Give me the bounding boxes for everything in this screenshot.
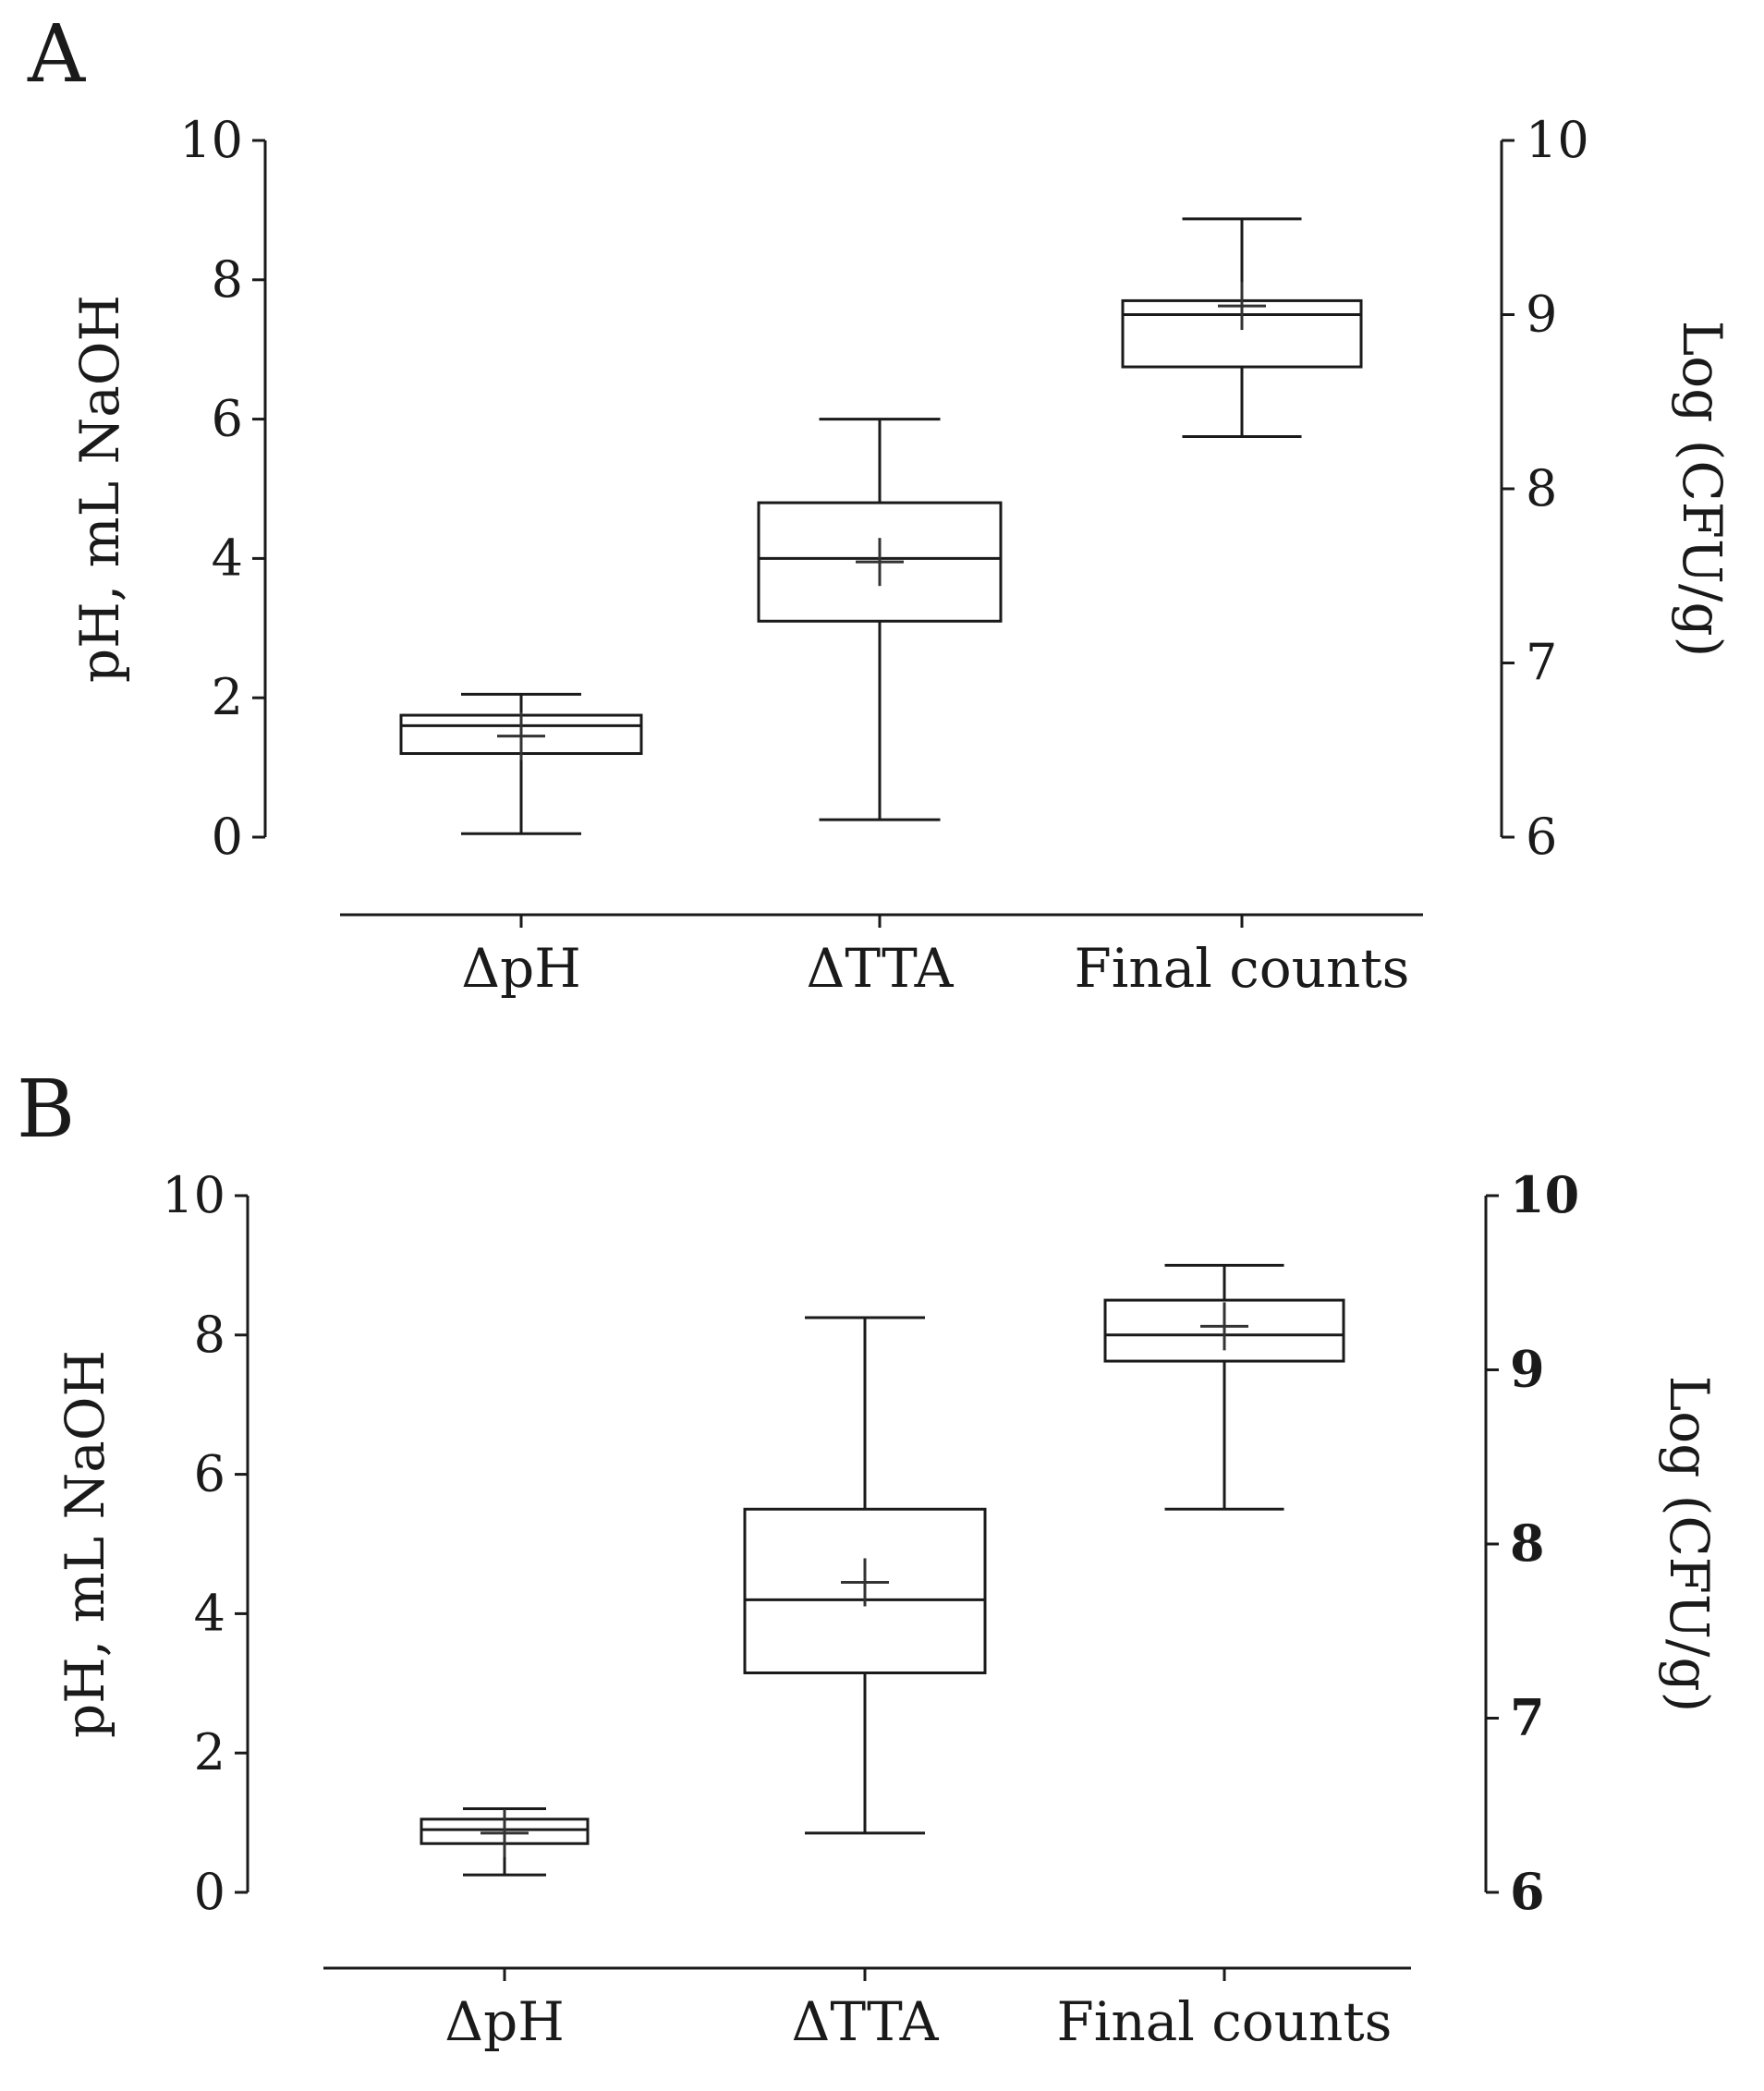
y2-axis-title: Log (CFU/g): [1658, 1376, 1721, 1712]
x-category-label: ΔpH: [444, 1990, 565, 2053]
x-category-label: Final counts: [1075, 937, 1410, 1000]
left-y-tick-label: 8: [212, 250, 243, 309]
right-y-tick-label: 7: [1526, 634, 1557, 692]
box-2: [757, 418, 1003, 821]
left-y-tick-label: 6: [194, 1445, 225, 1503]
left-y-tick-label: 2: [212, 668, 243, 726]
left-y-tick-label: 10: [179, 111, 243, 169]
right-y-tick-label: 6: [1526, 808, 1557, 866]
box-3: [1103, 1263, 1345, 1511]
left-y-tick-label: 8: [194, 1306, 225, 1364]
x-category-label: ΔTTA: [791, 1990, 939, 2053]
panel-a: A 0 2 4 6 8 10 6 7 8 9 10 pH, mL NaOH Log (CFU/g) ΔpH Δ…: [27, 8, 1734, 1000]
right-y-tick-label: 10: [1526, 111, 1589, 169]
y2-axis-title: Log (CFU/g): [1671, 321, 1734, 657]
left-y-tick-label: 0: [212, 808, 243, 866]
y-axis-title: pH, mL NaOH: [68, 295, 131, 683]
x-category-label: ΔTTA: [806, 937, 954, 1000]
left-y-tick-label: 0: [194, 1863, 225, 1921]
right-y-tick-label: 9: [1510, 1340, 1545, 1399]
left-y-tick-label: 10: [162, 1166, 225, 1224]
right-y-tick-label: 8: [1526, 459, 1557, 517]
x-category-label: Final counts: [1057, 1990, 1393, 2053]
panel-b: B 0 2 4 6 8 10 6 7 8 9 10 pH, mL NaOH Log (CFU/g) ΔpH Δ…: [17, 1064, 1721, 2053]
panel-label: B: [17, 1064, 75, 1156]
left-y-tick-label: 4: [194, 1584, 225, 1642]
box-3: [1121, 217, 1363, 438]
right-y-tick-label: 7: [1510, 1688, 1545, 1747]
box-1: [420, 1807, 590, 1877]
left-y-tick-label: 2: [194, 1723, 225, 1781]
x-category-label: ΔpH: [461, 937, 581, 1000]
y-axis-title: pH, mL NaOH: [54, 1350, 116, 1738]
right-y-tick-label: 8: [1510, 1514, 1545, 1573]
right-y-tick-label: 10: [1510, 1165, 1579, 1224]
box-2: [743, 1316, 987, 1835]
box-1: [399, 692, 643, 835]
left-y-tick-label: 4: [212, 529, 243, 587]
panel-label: A: [27, 8, 86, 101]
right-y-tick-label: 6: [1510, 1862, 1545, 1921]
right-y-tick-label: 9: [1526, 286, 1557, 344]
left-y-tick-label: 6: [212, 390, 243, 448]
